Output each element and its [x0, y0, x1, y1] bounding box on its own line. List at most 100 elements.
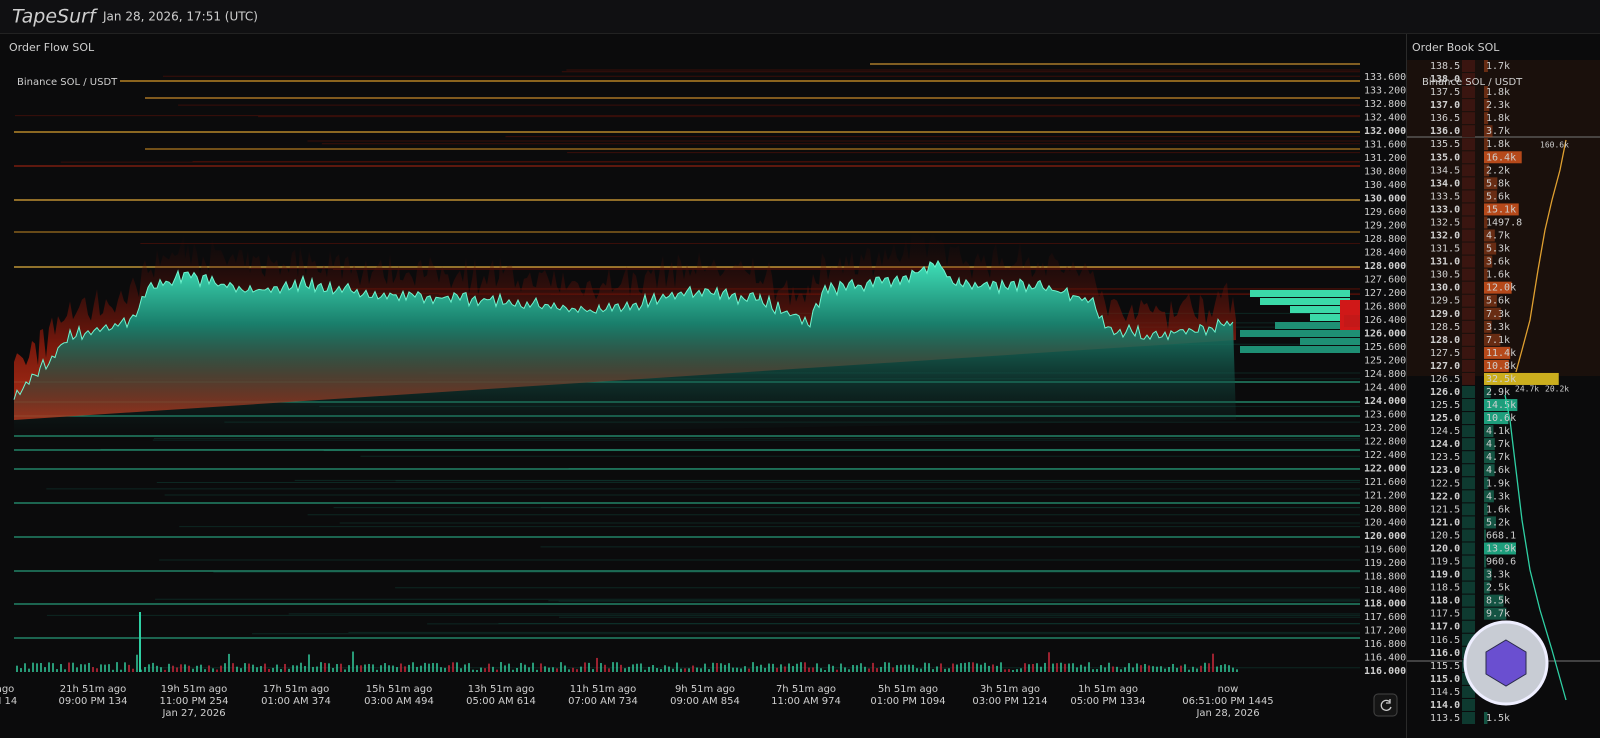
price-axis-label: 130.800 [1364, 167, 1406, 178]
size-label: 4.1k [1486, 426, 1510, 437]
volume-bar [992, 664, 994, 672]
size-label: 4.7k [1486, 439, 1510, 450]
size-label: 15.1k [1486, 204, 1516, 215]
price-axis-label: 128.800 [1364, 234, 1406, 245]
price-axis-label: 125.200 [1364, 356, 1406, 367]
volume-bar [284, 663, 286, 672]
price-trace [13, 259, 1234, 400]
size-label: 1.6k [1486, 504, 1510, 515]
size-bar [1484, 477, 1489, 490]
volume-bar [848, 669, 850, 672]
volume-bar [80, 664, 82, 672]
price-cell [1462, 164, 1475, 177]
price-cell [1462, 620, 1475, 633]
volume-bar [364, 664, 366, 672]
volume-bar [892, 667, 894, 672]
time-clock: 01:00 PM 1094 [870, 696, 945, 707]
size-bar [1484, 503, 1488, 516]
volume-bar [1144, 663, 1146, 672]
volume-bar [176, 667, 178, 672]
volume-bar [216, 669, 218, 672]
refresh-button[interactable] [1373, 693, 1398, 717]
volume-bar [164, 669, 166, 672]
volume-bar [1112, 666, 1114, 672]
size-label: 9.7k [1486, 609, 1510, 620]
volume-bar [712, 662, 714, 672]
price-label: 125.5 [1430, 400, 1460, 411]
time-clock: 01:00 AM 374 [261, 696, 331, 707]
size-bar [1484, 216, 1488, 229]
volume-bar [1216, 666, 1218, 672]
volume-bar [944, 668, 946, 672]
volume-bar [1080, 664, 1082, 672]
logo-cube [1485, 639, 1527, 687]
refresh-icon [1380, 699, 1392, 711]
volume-bar [336, 664, 338, 672]
volume-bar [580, 666, 582, 672]
price-axis-label: 125.600 [1364, 342, 1406, 353]
time-clock: 11:00 PM 254 [160, 696, 229, 707]
price-label: 120.5 [1430, 530, 1460, 541]
size-label: 1.5k [1486, 713, 1510, 724]
volume-bar [980, 664, 982, 672]
volume-bar [756, 666, 758, 672]
volume-bar [296, 665, 298, 672]
size-label: 12.0k [1486, 283, 1516, 294]
size-label: 1497.8 [1486, 217, 1522, 228]
size-label: 4.7k [1486, 231, 1510, 242]
brand[interactable]: TapeSurf [12, 6, 99, 28]
size-label: 5.8k [1486, 178, 1510, 189]
volume-bar [660, 669, 662, 672]
time-clock: 03:00 AM 494 [364, 696, 434, 707]
volume-bar [708, 669, 710, 672]
volume-bar [1228, 665, 1230, 672]
volume-bar [288, 668, 290, 672]
volume-bar [928, 663, 930, 672]
size-label: 8.5k [1486, 596, 1510, 607]
price-axis-label: 133.600 [1364, 72, 1406, 83]
price-cell [1462, 255, 1475, 268]
volume-bar [568, 669, 570, 672]
volume-bar [832, 665, 834, 672]
volume-bar [856, 665, 858, 672]
volume-bar [456, 662, 458, 672]
price-axis-label: 116.000 [1364, 666, 1406, 677]
size-label: 5.6k [1486, 296, 1510, 307]
volume-bar [200, 664, 202, 672]
price-label: 128.5 [1430, 322, 1460, 333]
volume-bar [484, 668, 486, 672]
price-axis-label: 133.200 [1364, 86, 1406, 97]
volume-bar [824, 669, 826, 672]
volume-bar [700, 668, 702, 672]
volume-bar [616, 662, 618, 672]
size-bar [1484, 346, 1511, 359]
volume-bar [948, 668, 950, 672]
ask-depth-curve [1515, 139, 1567, 373]
volume-bar [812, 667, 814, 672]
volume-bar [820, 668, 822, 672]
size-label: 10.8k [1486, 361, 1516, 372]
volume-bar [528, 667, 530, 672]
volume-bar [1108, 662, 1110, 672]
volume-bar [972, 662, 974, 672]
volume-bar [552, 667, 554, 672]
price-label: 118.5 [1430, 583, 1460, 594]
price-label: 132.5 [1430, 217, 1460, 228]
price-cell [1462, 503, 1475, 516]
size-label: 14.5k [1486, 400, 1516, 411]
volume-bar [400, 663, 402, 672]
price-label: 127.0 [1430, 361, 1460, 372]
volume-bar [72, 662, 74, 672]
price-cell [1462, 190, 1475, 203]
live-depth [1250, 290, 1350, 297]
volume-bar [548, 667, 550, 672]
price-cell [1462, 86, 1475, 99]
size-bar [1484, 372, 1559, 385]
volume-bar [472, 669, 474, 672]
volume-bar [236, 666, 238, 672]
size-bar [1484, 138, 1489, 151]
price-axis-label: 126.000 [1364, 329, 1406, 340]
volume-bar [188, 665, 190, 672]
live-depth [1240, 346, 1360, 353]
volume-bar [828, 664, 830, 672]
